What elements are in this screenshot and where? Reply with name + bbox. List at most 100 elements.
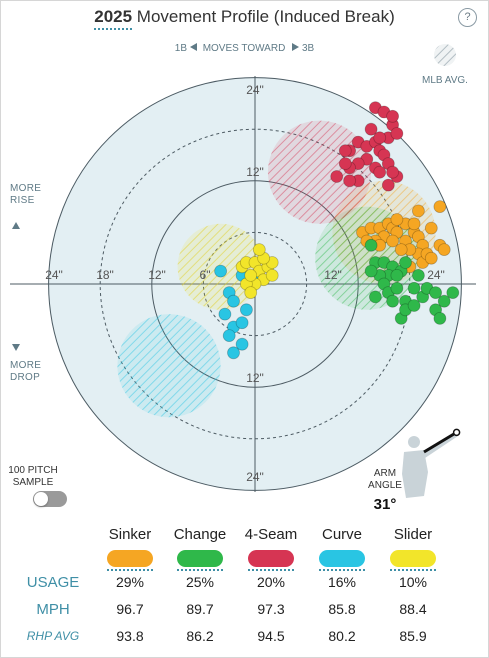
pitch-color-pill <box>107 550 153 567</box>
pitch-color-pill <box>177 550 223 567</box>
arrow-right-icon <box>292 43 299 51</box>
mph-cell: 97.3 <box>257 601 285 617</box>
pitch-point-curve[interactable] <box>227 294 240 308</box>
mlb-avg-swatch <box>434 44 456 66</box>
usage-cell: 20% <box>256 574 286 590</box>
year-selector[interactable]: 2025 <box>94 7 133 30</box>
mph-cell: 88.4 <box>399 601 427 617</box>
pitch-point-4-seam[interactable] <box>386 165 400 179</box>
pitch-point-4-seam[interactable] <box>364 122 378 136</box>
pill-underline <box>248 569 294 571</box>
pitch-point-change[interactable] <box>446 286 460 300</box>
pitch-point-change[interactable] <box>390 268 404 282</box>
pitch-point-4-seam[interactable] <box>373 131 387 145</box>
arrow-down-icon <box>12 344 20 351</box>
tick-label-left-6: 6" <box>200 268 211 282</box>
pitch-point-4-seam[interactable] <box>330 170 344 183</box>
tick-label-left-24: 24" <box>45 268 63 282</box>
pitch-point-change[interactable] <box>411 268 425 282</box>
pitch-point-curve[interactable] <box>227 346 240 360</box>
pitch-point-curve[interactable] <box>235 316 249 330</box>
pitch-column-4-seam[interactable]: 4-Seam <box>241 526 301 571</box>
pitch-point-curve[interactable] <box>222 329 236 343</box>
direction-left-label: 1B <box>175 43 188 54</box>
mph-cell: 85.8 <box>328 601 356 617</box>
pitch-point-slider[interactable] <box>244 286 258 300</box>
usage-row-label: USAGE <box>26 574 80 591</box>
pitch-name: Change <box>173 526 227 543</box>
arm-angle-label: ARM ANGLE <box>368 468 402 491</box>
pitch-point-curve[interactable] <box>214 264 228 278</box>
pitch-point-4-seam[interactable] <box>386 109 400 123</box>
pitch-point-curve[interactable] <box>235 337 249 351</box>
movement-chart: 1B MOVES TOWARD 3B MLB AVG. 24" 12" 12" … <box>10 43 476 498</box>
arrow-left-icon <box>190 43 197 51</box>
pitch-point-4-seam[interactable] <box>338 157 352 171</box>
pitch-column-sinker[interactable]: Sinker <box>100 526 160 571</box>
pitch-point-sinker[interactable] <box>394 243 408 257</box>
pitch-point-change[interactable] <box>429 286 443 300</box>
ball-icon <box>452 428 461 437</box>
pitch-column-change[interactable]: Change <box>170 526 230 571</box>
pitch-point-sinker[interactable] <box>424 221 438 235</box>
pitch-point-change[interactable] <box>407 281 421 295</box>
usage-cell: 29% <box>115 574 145 590</box>
more-drop-label: MORE DROP <box>10 360 42 383</box>
pitch-point-change[interactable] <box>364 238 378 252</box>
mph-cell: 89.7 <box>186 601 214 617</box>
direction-right-label: 3B <box>302 43 315 54</box>
pitch-point-change[interactable] <box>390 281 404 295</box>
pitch-name: Slider <box>393 526 433 543</box>
pitch-point-curve[interactable] <box>218 307 232 321</box>
sample-toggle[interactable] <box>33 491 67 507</box>
pitch-color-pill <box>390 550 436 567</box>
pitch-point-change[interactable] <box>399 256 412 269</box>
usage-cell: 25% <box>185 574 215 590</box>
tick-label-bottom-12: 12" <box>246 371 264 385</box>
pitch-column-curve[interactable]: Curve <box>312 526 372 571</box>
pitch-point-sinker[interactable] <box>433 200 447 214</box>
pill-underline <box>319 569 365 571</box>
pitch-point-change[interactable] <box>407 299 421 312</box>
pitch-point-change[interactable] <box>368 290 382 304</box>
pitch-point-sinker[interactable] <box>437 243 451 257</box>
tick-label-left-18: 18" <box>96 268 114 282</box>
mph-row-label: MPH <box>36 601 70 618</box>
tick-label-right-12: 12" <box>324 268 342 282</box>
pitch-point-sinker[interactable] <box>411 204 425 218</box>
pitch-point-change[interactable] <box>364 264 378 278</box>
pitch-point-4-seam[interactable] <box>390 127 404 140</box>
pitch-point-sinker[interactable] <box>386 234 400 248</box>
pitch-point-4-seam[interactable] <box>373 165 387 179</box>
pitch-point-4-seam[interactable] <box>343 174 357 188</box>
mlb-avg-group <box>117 120 436 418</box>
tick-label-left-12: 12" <box>148 268 166 282</box>
pitch-point-change[interactable] <box>433 311 447 325</box>
pitch-name: Sinker <box>108 526 152 543</box>
help-icon[interactable]: ? <box>458 8 477 27</box>
pitch-point-slider[interactable] <box>244 268 258 282</box>
pitch-point-slider[interactable] <box>265 268 279 282</box>
arm-angle-line <box>423 431 458 454</box>
pitch-point-sinker[interactable] <box>390 213 404 226</box>
pitch-name: 4-Seam <box>244 526 298 543</box>
rhp-avg-cell: 94.5 <box>257 628 285 644</box>
pitch-point-change[interactable] <box>437 294 451 308</box>
pitch-color-pill <box>319 550 365 567</box>
pitcher-silhouette-icon <box>402 432 458 498</box>
tick-label-top-12: 12" <box>246 165 264 179</box>
pill-underline <box>177 569 223 571</box>
pitch-point-sinker[interactable] <box>407 217 421 231</box>
pitch-point-curve[interactable] <box>239 303 253 317</box>
pitch-point-sinker[interactable] <box>424 251 438 265</box>
pitch-column-slider[interactable]: Slider <box>383 526 443 571</box>
title-text: Movement Profile (Induced Break) <box>136 7 395 26</box>
pitch-point-slider[interactable] <box>252 243 266 257</box>
more-rise-label: MORE RISE <box>10 183 42 206</box>
pitch-point-4-seam[interactable] <box>381 178 395 192</box>
rhp-avg-cell: 86.2 <box>186 628 214 644</box>
pitch-color-pill <box>248 550 294 567</box>
pitch-point-4-seam[interactable] <box>338 144 352 158</box>
pitch-point-change[interactable] <box>386 294 400 308</box>
pill-underline <box>390 569 436 571</box>
